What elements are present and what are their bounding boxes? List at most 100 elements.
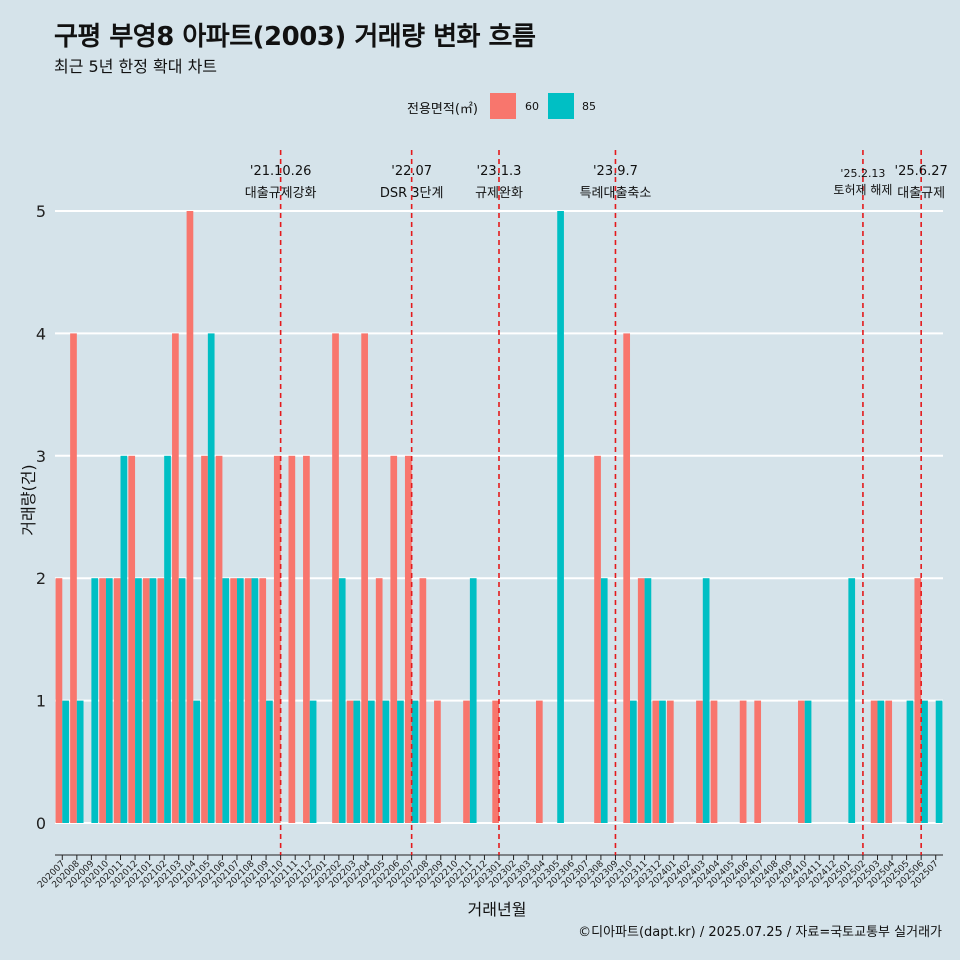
bar-85-202104 [193,700,200,823]
event-date-202110: '21.10.26 [250,164,311,179]
bar-60-202406 [739,700,747,823]
legend-label-60: 60 [525,100,539,113]
bar-60-202403 [696,700,703,823]
bar-85-202010 [105,578,113,823]
bar-85-202102 [164,455,171,823]
bar-85-202112 [309,700,317,823]
bar-60-202203 [346,700,354,823]
bar-60-202205 [375,578,383,823]
event-date-202309: '23.9.7 [593,164,638,179]
bar-85-202505 [906,700,914,823]
event-label-202301: 규제완화 [475,186,523,201]
bar-60-202404 [710,700,718,823]
bar-85-202205 [382,700,390,823]
bar-60-202312 [652,700,660,823]
bar-60-202407 [754,700,762,823]
event-date-202502: '25.2.13 [840,167,885,180]
bar-60-202310 [623,333,631,823]
bar-85-202310 [630,700,637,823]
bar-60-202103 [172,333,179,823]
bar-85-202106 [222,578,230,823]
event-label-202207: DSR 3단계 [380,186,444,201]
bar-60-202304 [535,700,543,823]
event-date-202207: '22.07 [391,164,432,179]
bar-85-202101 [149,578,157,823]
bar-60-202211 [463,700,470,823]
event-label-202506: 대출규제 [897,186,945,201]
bar-60-202110 [273,455,281,823]
bar-60-202105 [201,455,208,823]
bar-85-202108 [251,578,259,823]
bar-85-202103 [178,578,186,823]
bar-60-202209 [434,700,441,823]
bar-85-202403 [702,578,710,823]
bar-60-202311 [637,578,645,823]
y-tick-label-5: 5 [36,202,46,221]
bar-60-202109 [259,578,267,823]
bar-60-202504 [885,700,893,823]
bar-85-202211 [469,578,477,823]
bar-85-202305 [557,211,564,823]
bar-60-202112 [303,455,310,823]
bar-85-202011 [120,455,128,823]
bar-60-202008 [70,333,77,823]
y-tick-label-2: 2 [36,569,46,588]
y-tick-label-1: 1 [36,692,46,711]
bar-60-202107 [230,578,237,823]
bar-85-202501 [848,578,856,823]
bar-85-202107 [236,578,244,823]
bar-60-202104 [186,211,194,823]
legend-label-85: 85 [582,100,596,113]
bar-85-202109 [266,700,273,823]
bar-60-202204 [361,333,368,823]
x-axis-label: 거래년월 [467,900,527,919]
y-tick-label-0: 0 [36,814,46,833]
bar-60-202202 [332,333,339,823]
y-tick-label-3: 3 [36,447,46,466]
bar-85-202203 [353,700,361,823]
chart-subtitle: 최근 5년 한정 확대 차트 [54,57,218,76]
bar-85-202007 [62,700,69,823]
y-axis-label: 거래량(건) [19,464,38,536]
bar-85-202105 [207,333,215,823]
bar-85-202207 [411,700,419,823]
legend: 전용면적(㎡) 60 85 [0,92,960,122]
bar-85-202009 [91,578,99,823]
bar-60-202503 [870,700,878,823]
bar-60-202012 [128,455,136,823]
bar-60-202301 [492,700,499,823]
bar-85-202311 [644,578,652,823]
bar-60-202108 [244,578,252,823]
y-tick-label-4: 4 [36,324,46,343]
bar-60-202111 [288,455,296,823]
event-date-202301: '23.1.3 [477,164,522,179]
bar-60-202208 [419,578,427,823]
bar-60-202401 [666,700,674,823]
bar-85-202312 [659,700,666,823]
bar-85-202503 [877,700,885,823]
bar-60-202101 [142,578,150,823]
bar-60-202102 [157,578,165,823]
bar-60-202010 [99,578,106,823]
event-label-202309: 특례대출축소 [580,186,652,201]
chart-title: 구평 부영8 아파트(2003) 거래량 변화 흐름 [54,22,536,52]
source-caption: ©디아파트(dapt.kr) / 2025.07.25 / 자료=국토교통부 실… [578,925,942,940]
bar-60-202007 [55,578,63,823]
legend-key-60 [490,93,516,119]
event-label-202110: 대출규제강화 [245,186,317,201]
legend-key-85 [548,93,574,119]
bar-60-202506 [914,578,922,823]
bar-85-202202 [338,578,346,823]
event-label-202502: 토허제 해제 [833,183,892,197]
bar-85-202008 [76,700,84,823]
bar-60-202410 [798,700,805,823]
bar-85-202206 [397,700,404,823]
event-date-202506: '25.6.27 [895,164,948,179]
bar-60-202206 [390,455,398,823]
bar-85-202308 [600,578,608,823]
bar-85-202204 [367,700,375,823]
bar-60-202106 [215,455,223,823]
bar-60-202207 [404,455,412,823]
bar-85-202012 [135,578,142,823]
